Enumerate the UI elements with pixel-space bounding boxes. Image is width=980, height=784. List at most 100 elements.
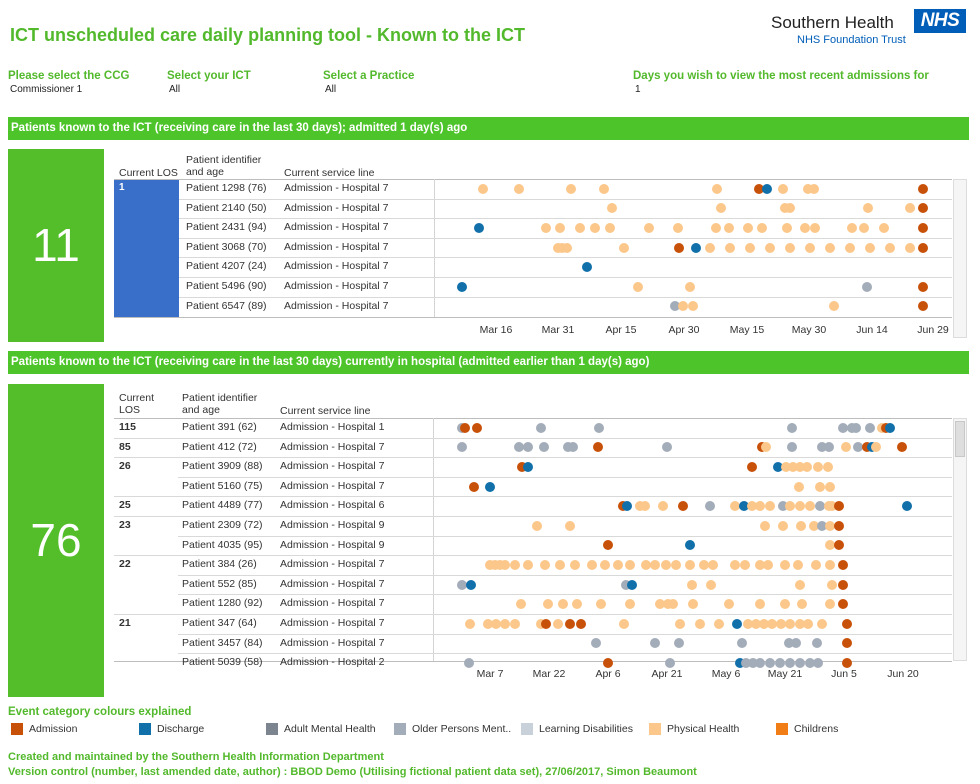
admission-event-dot[interactable] — [576, 618, 586, 629]
physical-health-event-dot[interactable] — [865, 242, 875, 253]
discharge-event-dot[interactable] — [622, 501, 632, 512]
physical-health-event-dot[interactable] — [724, 223, 734, 233]
physical-health-event-dot[interactable] — [847, 223, 857, 233]
physical-health-event-dot[interactable] — [825, 599, 835, 610]
admission-event-dot[interactable] — [918, 281, 928, 292]
admission-event-dot[interactable] — [842, 658, 852, 668]
discharge-event-dot[interactable] — [485, 481, 495, 492]
physical-health-event-dot[interactable] — [711, 223, 721, 233]
physical-health-event-dot[interactable] — [587, 560, 597, 570]
s2-patient-id[interactable]: Patient 4035 (95) — [182, 538, 263, 551]
physical-health-event-dot[interactable] — [491, 618, 501, 629]
older-persons-mental-health-event-dot[interactable] — [464, 658, 474, 668]
older-persons-mental-health-event-dot[interactable] — [817, 442, 827, 453]
physical-health-event-dot[interactable] — [558, 599, 568, 610]
physical-health-event-dot[interactable] — [655, 599, 665, 610]
practice-filter-select[interactable]: All — [325, 84, 337, 95]
physical-health-event-dot[interactable] — [566, 183, 576, 194]
older-persons-mental-health-event-dot[interactable] — [813, 658, 823, 668]
physical-health-event-dot[interactable] — [712, 183, 722, 194]
older-persons-mental-health-event-dot[interactable] — [755, 658, 765, 668]
older-persons-mental-health-event-dot[interactable] — [665, 658, 675, 668]
physical-health-event-dot[interactable] — [809, 520, 819, 531]
physical-health-event-dot[interactable] — [678, 301, 688, 312]
discharge-event-dot[interactable] — [773, 462, 783, 472]
physical-health-event-dot[interactable] — [823, 462, 833, 472]
discharge-event-dot[interactable] — [523, 462, 533, 472]
s2-patient-id[interactable]: Patient 5039 (58) — [182, 656, 263, 669]
physical-health-event-dot[interactable] — [607, 203, 617, 214]
physical-health-event-dot[interactable] — [827, 501, 837, 512]
physical-health-event-dot[interactable] — [687, 579, 697, 590]
s2-patient-id[interactable]: Patient 384 (26) — [182, 558, 257, 571]
physical-health-event-dot[interactable] — [796, 520, 806, 531]
physical-health-event-dot[interactable] — [708, 560, 718, 570]
physical-health-event-dot[interactable] — [755, 560, 765, 570]
physical-health-event-dot[interactable] — [885, 242, 895, 253]
physical-health-event-dot[interactable] — [740, 560, 750, 570]
older-persons-mental-health-event-dot[interactable] — [705, 501, 715, 512]
physical-health-event-dot[interactable] — [780, 599, 790, 610]
s1-patient-id[interactable]: Patient 2431 (94) — [186, 221, 267, 234]
physical-health-event-dot[interactable] — [730, 501, 740, 512]
physical-health-event-dot[interactable] — [767, 618, 777, 629]
physical-health-event-dot[interactable] — [776, 618, 786, 629]
physical-health-event-dot[interactable] — [782, 223, 792, 233]
physical-health-event-dot[interactable] — [755, 501, 765, 512]
s2-patient-id[interactable]: Patient 552 (85) — [182, 577, 257, 590]
admission-event-dot[interactable] — [565, 618, 575, 629]
older-persons-mental-health-event-dot[interactable] — [741, 658, 751, 668]
s1-patient-id[interactable]: Patient 5496 (90) — [186, 280, 267, 292]
s2-patient-id[interactable]: Patient 347 (64) — [182, 617, 257, 629]
physical-health-event-dot[interactable] — [785, 203, 795, 214]
physical-health-event-dot[interactable] — [555, 560, 565, 570]
physical-health-event-dot[interactable] — [794, 481, 804, 492]
physical-health-event-dot[interactable] — [540, 560, 550, 570]
legend-label[interactable]: Physical Health — [667, 723, 740, 735]
physical-health-event-dot[interactable] — [800, 223, 810, 233]
physical-health-event-dot[interactable] — [755, 599, 765, 610]
physical-health-event-dot[interactable] — [745, 242, 755, 253]
discharge-event-dot[interactable] — [627, 579, 637, 590]
admission-event-dot[interactable] — [842, 618, 852, 629]
admission-event-dot[interactable] — [674, 242, 684, 253]
physical-health-event-dot[interactable] — [465, 618, 475, 629]
physical-health-event-dot[interactable] — [478, 183, 488, 194]
physical-health-event-dot[interactable] — [795, 462, 805, 472]
physical-health-event-dot[interactable] — [797, 599, 807, 610]
physical-health-event-dot[interactable] — [778, 520, 788, 531]
s2-patient-id[interactable]: Patient 2309 (72) — [182, 519, 263, 531]
older-persons-mental-health-event-dot[interactable] — [536, 422, 546, 433]
legend-label[interactable]: Older Persons Ment.. — [412, 723, 512, 735]
older-persons-mental-health-event-dot[interactable] — [457, 442, 467, 453]
admission-event-dot[interactable] — [834, 520, 844, 531]
s2-patient-id[interactable]: Patient 4489 (77) — [182, 499, 263, 512]
physical-health-event-dot[interactable] — [675, 618, 685, 629]
older-persons-mental-health-event-dot[interactable] — [591, 638, 601, 649]
admission-event-dot[interactable] — [842, 638, 852, 649]
physical-health-event-dot[interactable] — [516, 599, 526, 610]
older-persons-mental-health-event-dot[interactable] — [568, 442, 578, 453]
physical-health-event-dot[interactable] — [759, 618, 769, 629]
older-persons-mental-health-event-dot[interactable] — [650, 638, 660, 649]
older-persons-mental-health-event-dot[interactable] — [514, 442, 524, 453]
older-persons-mental-health-event-dot[interactable] — [787, 442, 797, 453]
physical-health-event-dot[interactable] — [757, 223, 767, 233]
physical-health-event-dot[interactable] — [747, 501, 757, 512]
physical-health-event-dot[interactable] — [500, 618, 510, 629]
s2-scrollbar-thumb[interactable] — [955, 421, 965, 457]
physical-health-event-dot[interactable] — [825, 481, 835, 492]
physical-health-event-dot[interactable] — [780, 560, 790, 570]
physical-health-event-dot[interactable] — [809, 183, 819, 194]
older-persons-mental-health-event-dot[interactable] — [737, 638, 747, 649]
admission-event-dot[interactable] — [918, 242, 928, 253]
physical-health-event-dot[interactable] — [817, 618, 827, 629]
physical-health-event-dot[interactable] — [825, 242, 835, 253]
physical-health-event-dot[interactable] — [668, 599, 678, 610]
physical-health-event-dot[interactable] — [553, 618, 563, 629]
admission-event-dot[interactable] — [603, 658, 613, 668]
s1-los-highlight[interactable] — [114, 179, 179, 317]
physical-health-event-dot[interactable] — [600, 560, 610, 570]
physical-health-event-dot[interactable] — [825, 520, 835, 531]
physical-health-event-dot[interactable] — [605, 223, 615, 233]
